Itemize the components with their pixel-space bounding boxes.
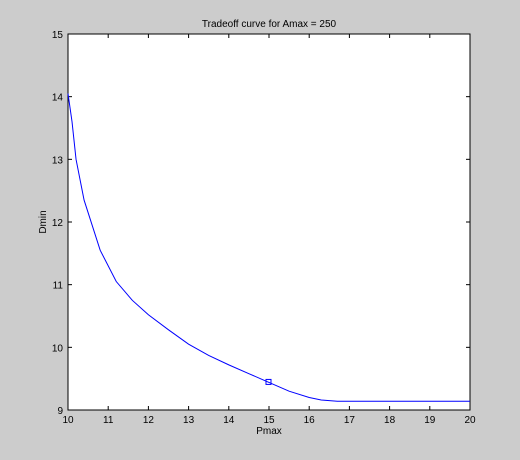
y-tick-label: 11 — [53, 281, 64, 292]
y-tick-label: 9 — [57, 406, 63, 417]
y-tick-label: 14 — [52, 93, 64, 104]
y-axis-ticks: 9 10 11 12 13 14 15 — [52, 30, 470, 417]
chart-title: Tradeoff curve for Amax = 250 — [202, 19, 337, 30]
x-tick-label: 20 — [464, 415, 476, 426]
x-tick-label: 13 — [183, 415, 195, 426]
tradeoff-curve-line — [67, 93, 470, 402]
optimal-point-marker — [265, 378, 272, 385]
x-tick-label: 16 — [304, 415, 316, 426]
x-tick-label: 12 — [143, 415, 155, 426]
x-tick-label: 14 — [223, 415, 235, 426]
x-tick-label: 10 — [62, 415, 74, 426]
x-tick-label: 11 — [103, 415, 114, 426]
x-tick-label: 18 — [384, 415, 396, 426]
y-tick-label: 15 — [52, 30, 64, 41]
x-axis-ticks: 10 11 12 13 14 15 16 17 18 19 20 — [62, 34, 476, 426]
y-tick-label: 12 — [52, 218, 64, 229]
x-tick-label: 17 — [344, 415, 356, 426]
y-axis-label: Dmin — [38, 210, 49, 233]
y-tick-label: 13 — [52, 155, 64, 166]
x-tick-label: 19 — [424, 415, 436, 426]
x-tick-label: 15 — [263, 415, 275, 426]
plot-area — [67, 33, 471, 411]
x-axis-label: Pmax — [256, 426, 282, 437]
y-tick-label: 10 — [52, 343, 64, 354]
